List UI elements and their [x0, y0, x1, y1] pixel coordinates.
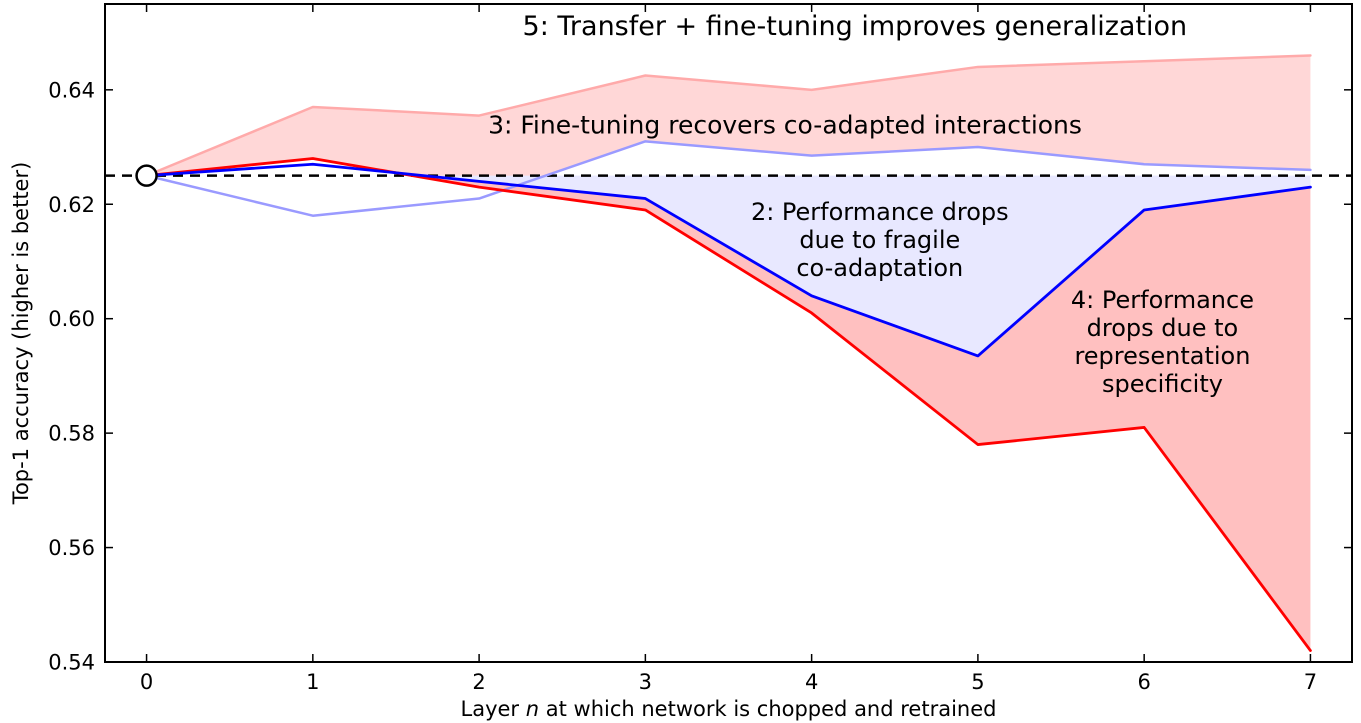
- y-axis-label: Top-1 accuracy (higher is better): [9, 162, 33, 506]
- x-tick-label: 0: [140, 670, 153, 694]
- x-tick-label: 4: [805, 670, 818, 694]
- axes-frame: [104, 3, 1353, 663]
- region-4-fill: [146, 164, 1311, 651]
- x-tick-label: 6: [1137, 670, 1150, 694]
- annotation-region-4: 4: Performance drops due to representation…: [1071, 286, 1254, 398]
- region-5-fill: [146, 55, 1311, 176]
- series-line-2: [145, 157, 1312, 652]
- y-tick-label: 0.60: [48, 307, 95, 331]
- x-tick-label: 2: [472, 670, 485, 694]
- x-tick-label: 5: [971, 670, 984, 694]
- start-marker: [135, 164, 158, 187]
- y-tick-label: 0.54: [48, 651, 95, 675]
- x-tick-label: 7: [1304, 670, 1317, 694]
- y-tick-label: 0.62: [48, 193, 95, 217]
- y-tick-label: 0.64: [48, 78, 95, 102]
- x-axis-label: Layer n at which network is chopped and …: [461, 697, 997, 721]
- series-line-1: [145, 140, 1312, 217]
- series-line-0: [145, 162, 1312, 358]
- region-2-fill: [146, 175, 1311, 356]
- y-tick-label: 0.58: [48, 422, 95, 446]
- annotation-region-2: 2: Performance drops due to fragile co-ada…: [751, 198, 1009, 282]
- annotation-region-5: 5: Transfer + fine-tuning improves gener…: [523, 11, 1188, 42]
- x-tick-label: 1: [306, 670, 319, 694]
- annotation-region-3: 3: Fine-tuning recovers co-adapted inter…: [488, 110, 1082, 139]
- x-tick-label: 3: [639, 670, 652, 694]
- y-tick-label: 0.56: [48, 536, 95, 560]
- series-line-3: [145, 54, 1312, 177]
